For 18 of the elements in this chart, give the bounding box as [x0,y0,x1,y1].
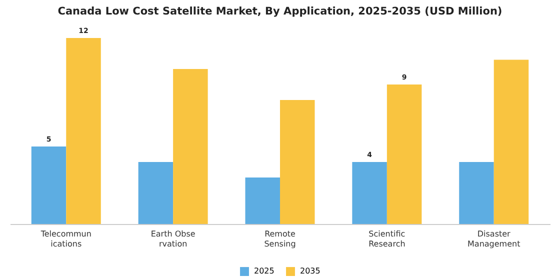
bar [173,69,208,224]
bar [138,162,174,224]
bar [66,38,101,224]
legend-label: 2025 [254,266,274,276]
bar [352,162,387,224]
bar [245,178,280,224]
legend-label: 2035 [300,266,320,276]
chart-title: Canada Low Cost Satellite Market, By Application, 2025-2035 (USD Million) [58,6,502,18]
bar [494,60,529,224]
bar [31,146,66,224]
x-tick-label: Telecommun ications [40,230,92,248]
bar [280,100,315,224]
x-tick-label: Remote Sensing [264,230,296,248]
bar [386,84,422,224]
x-tick-label: Scientific Research [368,230,406,248]
x-tick-label: Disaster Management [468,230,520,248]
bar [459,162,494,224]
x-tick-label: Earth Obse rvation [150,230,196,248]
